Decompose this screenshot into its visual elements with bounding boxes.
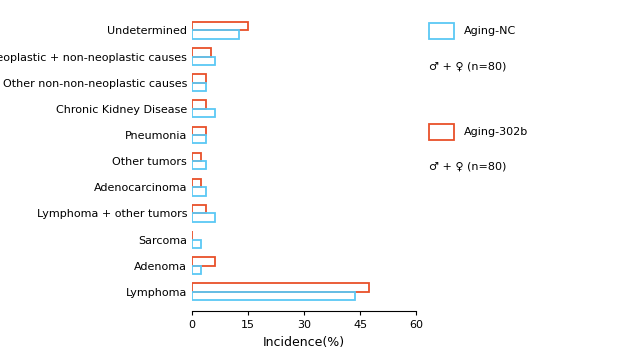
Text: Aging-NC: Aging-NC (464, 26, 516, 36)
Bar (192, 161, 206, 169)
Bar (192, 109, 215, 117)
Bar (192, 127, 206, 135)
Bar (192, 83, 206, 91)
Bar (192, 101, 206, 109)
Bar (192, 240, 202, 248)
X-axis label: Incidence(%): Incidence(%) (263, 336, 345, 349)
Bar (192, 284, 369, 292)
Bar (192, 179, 202, 187)
Bar (192, 266, 202, 274)
Bar (192, 135, 206, 143)
Bar (192, 74, 206, 83)
Text: Aging-302b: Aging-302b (464, 127, 528, 136)
Text: ♂ + ♀ (n=80): ♂ + ♀ (n=80) (429, 161, 506, 171)
Bar (192, 205, 206, 213)
Bar (192, 257, 215, 266)
Text: ♂ + ♀ (n=80): ♂ + ♀ (n=80) (429, 61, 506, 71)
Bar (192, 30, 239, 39)
Bar (192, 292, 355, 300)
Bar (192, 153, 202, 161)
Bar (192, 213, 215, 222)
Bar (192, 187, 206, 195)
Bar (192, 22, 248, 30)
Bar (192, 48, 211, 57)
Bar (192, 57, 215, 65)
